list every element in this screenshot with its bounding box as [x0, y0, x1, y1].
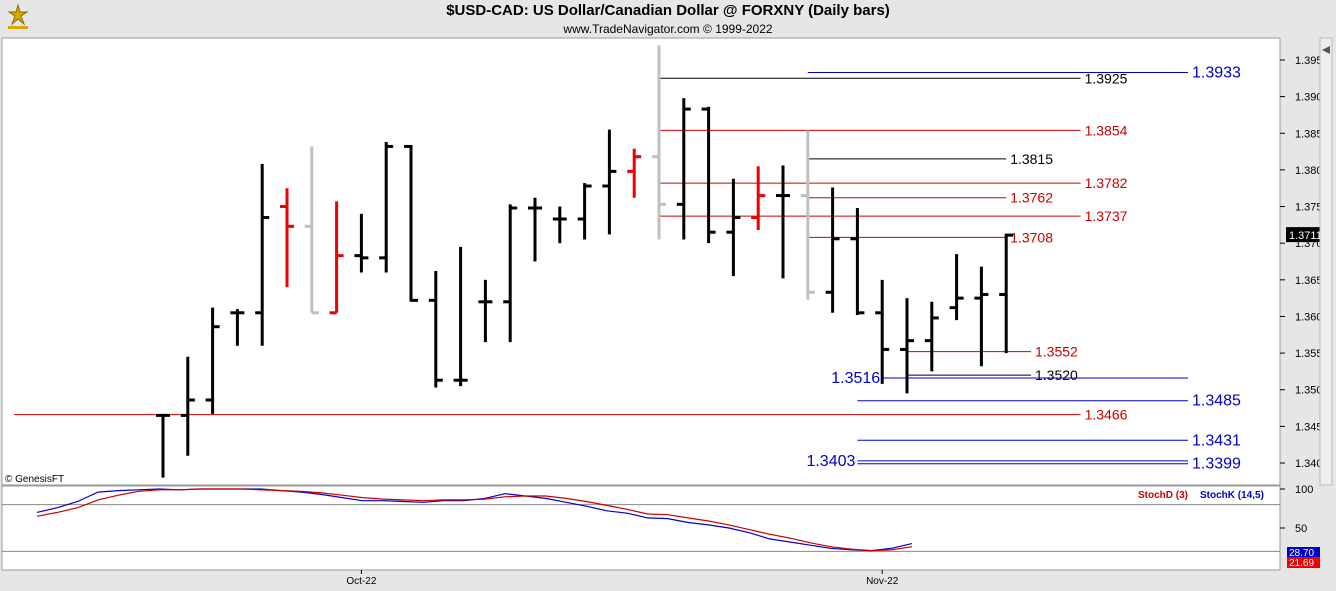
ohlc-bar — [924, 301, 939, 372]
level-label: 1.3399 — [1192, 456, 1241, 473]
level-label: 1.3782 — [1085, 175, 1128, 191]
ohlc-bar — [379, 142, 394, 273]
ohlc-bar — [230, 309, 245, 346]
level-label: 1.3854 — [1085, 122, 1128, 138]
ohlc-bar — [800, 130, 815, 300]
level-label: 1.3520 — [1035, 367, 1078, 383]
stochk-value: 28.70 — [1289, 548, 1314, 559]
stoch-panel — [1, 485, 1281, 571]
x-tick-label: Oct-22 — [346, 576, 376, 587]
level-label: 1.3466 — [1085, 407, 1128, 423]
chart-subtitle: www.TradeNavigator.com © 1999-2022 — [563, 22, 773, 36]
ohlc-bar — [726, 178, 741, 277]
stochd-value-box — [1287, 557, 1320, 568]
ohlc-bar — [329, 201, 344, 315]
ohlc-bar — [156, 413, 170, 478]
chart-title: $USD-CAD: US Dollar/Canadian Dollar @ FO… — [446, 2, 890, 19]
ohlc-bar — [875, 279, 890, 384]
ohlc-bar — [701, 106, 716, 244]
scroll-right-arrow-icon[interactable] — [1322, 46, 1330, 54]
ohlc-bar — [825, 187, 840, 313]
ohlc-bar — [577, 183, 592, 240]
ohlc-bar — [949, 254, 964, 321]
ohlc-bar — [850, 208, 865, 315]
ohlc-bar — [751, 166, 766, 230]
stochd-value: 21.69 — [1289, 558, 1314, 569]
stoch-series-line — [36, 488, 913, 552]
level-label: 1.3933 — [1192, 64, 1241, 81]
stoch-y-tick-label: 100 — [1295, 484, 1313, 496]
ohlc-bar — [404, 144, 418, 302]
level-label: 1.3485 — [1192, 393, 1241, 410]
ohlc-bar — [652, 45, 666, 240]
ohlc-bar — [900, 298, 914, 394]
ohlc-bar — [428, 271, 443, 388]
ohlc-bar — [205, 307, 220, 414]
ohlc-bar — [974, 266, 989, 367]
ohlc-bar — [999, 233, 1014, 354]
ohlc-bar — [354, 213, 369, 273]
level-label: 1.3925 — [1085, 70, 1128, 86]
last-price-box — [1286, 227, 1320, 243]
legend-stochk: StochK (14,5) — [1200, 490, 1264, 501]
ohlc-bar — [676, 98, 691, 240]
price-scrollbar[interactable] — [1319, 37, 1333, 486]
last-price-label: 1.3711 — [1289, 230, 1322, 242]
x-tick-label: Nov-22 — [866, 576, 899, 587]
price-panel — [1, 37, 1281, 486]
level-label: 1.3737 — [1085, 208, 1128, 224]
ohlc-bar — [304, 146, 319, 315]
ohlc-bar — [552, 206, 567, 244]
legend-stochd: StochD (3) — [1138, 490, 1188, 501]
level-label: 1.3815 — [1010, 151, 1053, 167]
level-label: 1.3516 — [831, 370, 880, 387]
level-label: 1.3403 — [806, 453, 855, 470]
ohlc-bar — [528, 197, 542, 262]
level-label: 1.3552 — [1035, 344, 1078, 360]
ohlc-bar — [627, 148, 642, 198]
level-label: 1.3708 — [1010, 229, 1053, 245]
ohlc-bar — [180, 356, 195, 456]
ohlc-bar — [503, 204, 518, 343]
ohlc-bar — [280, 188, 294, 288]
ohlc-bar — [453, 246, 468, 387]
ohlc-bar — [776, 165, 790, 279]
stochk-value-box — [1287, 547, 1320, 557]
level-label: 1.3762 — [1010, 190, 1053, 206]
genesis-logo-icon — [7, 3, 29, 29]
ohlc-bar — [255, 164, 270, 346]
ohlc-bar — [478, 279, 493, 343]
level-label: 1.3431 — [1192, 432, 1241, 449]
stoch-y-tick-label: 50 — [1295, 523, 1307, 535]
watermark: © GenesisFT — [5, 474, 65, 485]
ohlc-bar — [602, 129, 617, 235]
